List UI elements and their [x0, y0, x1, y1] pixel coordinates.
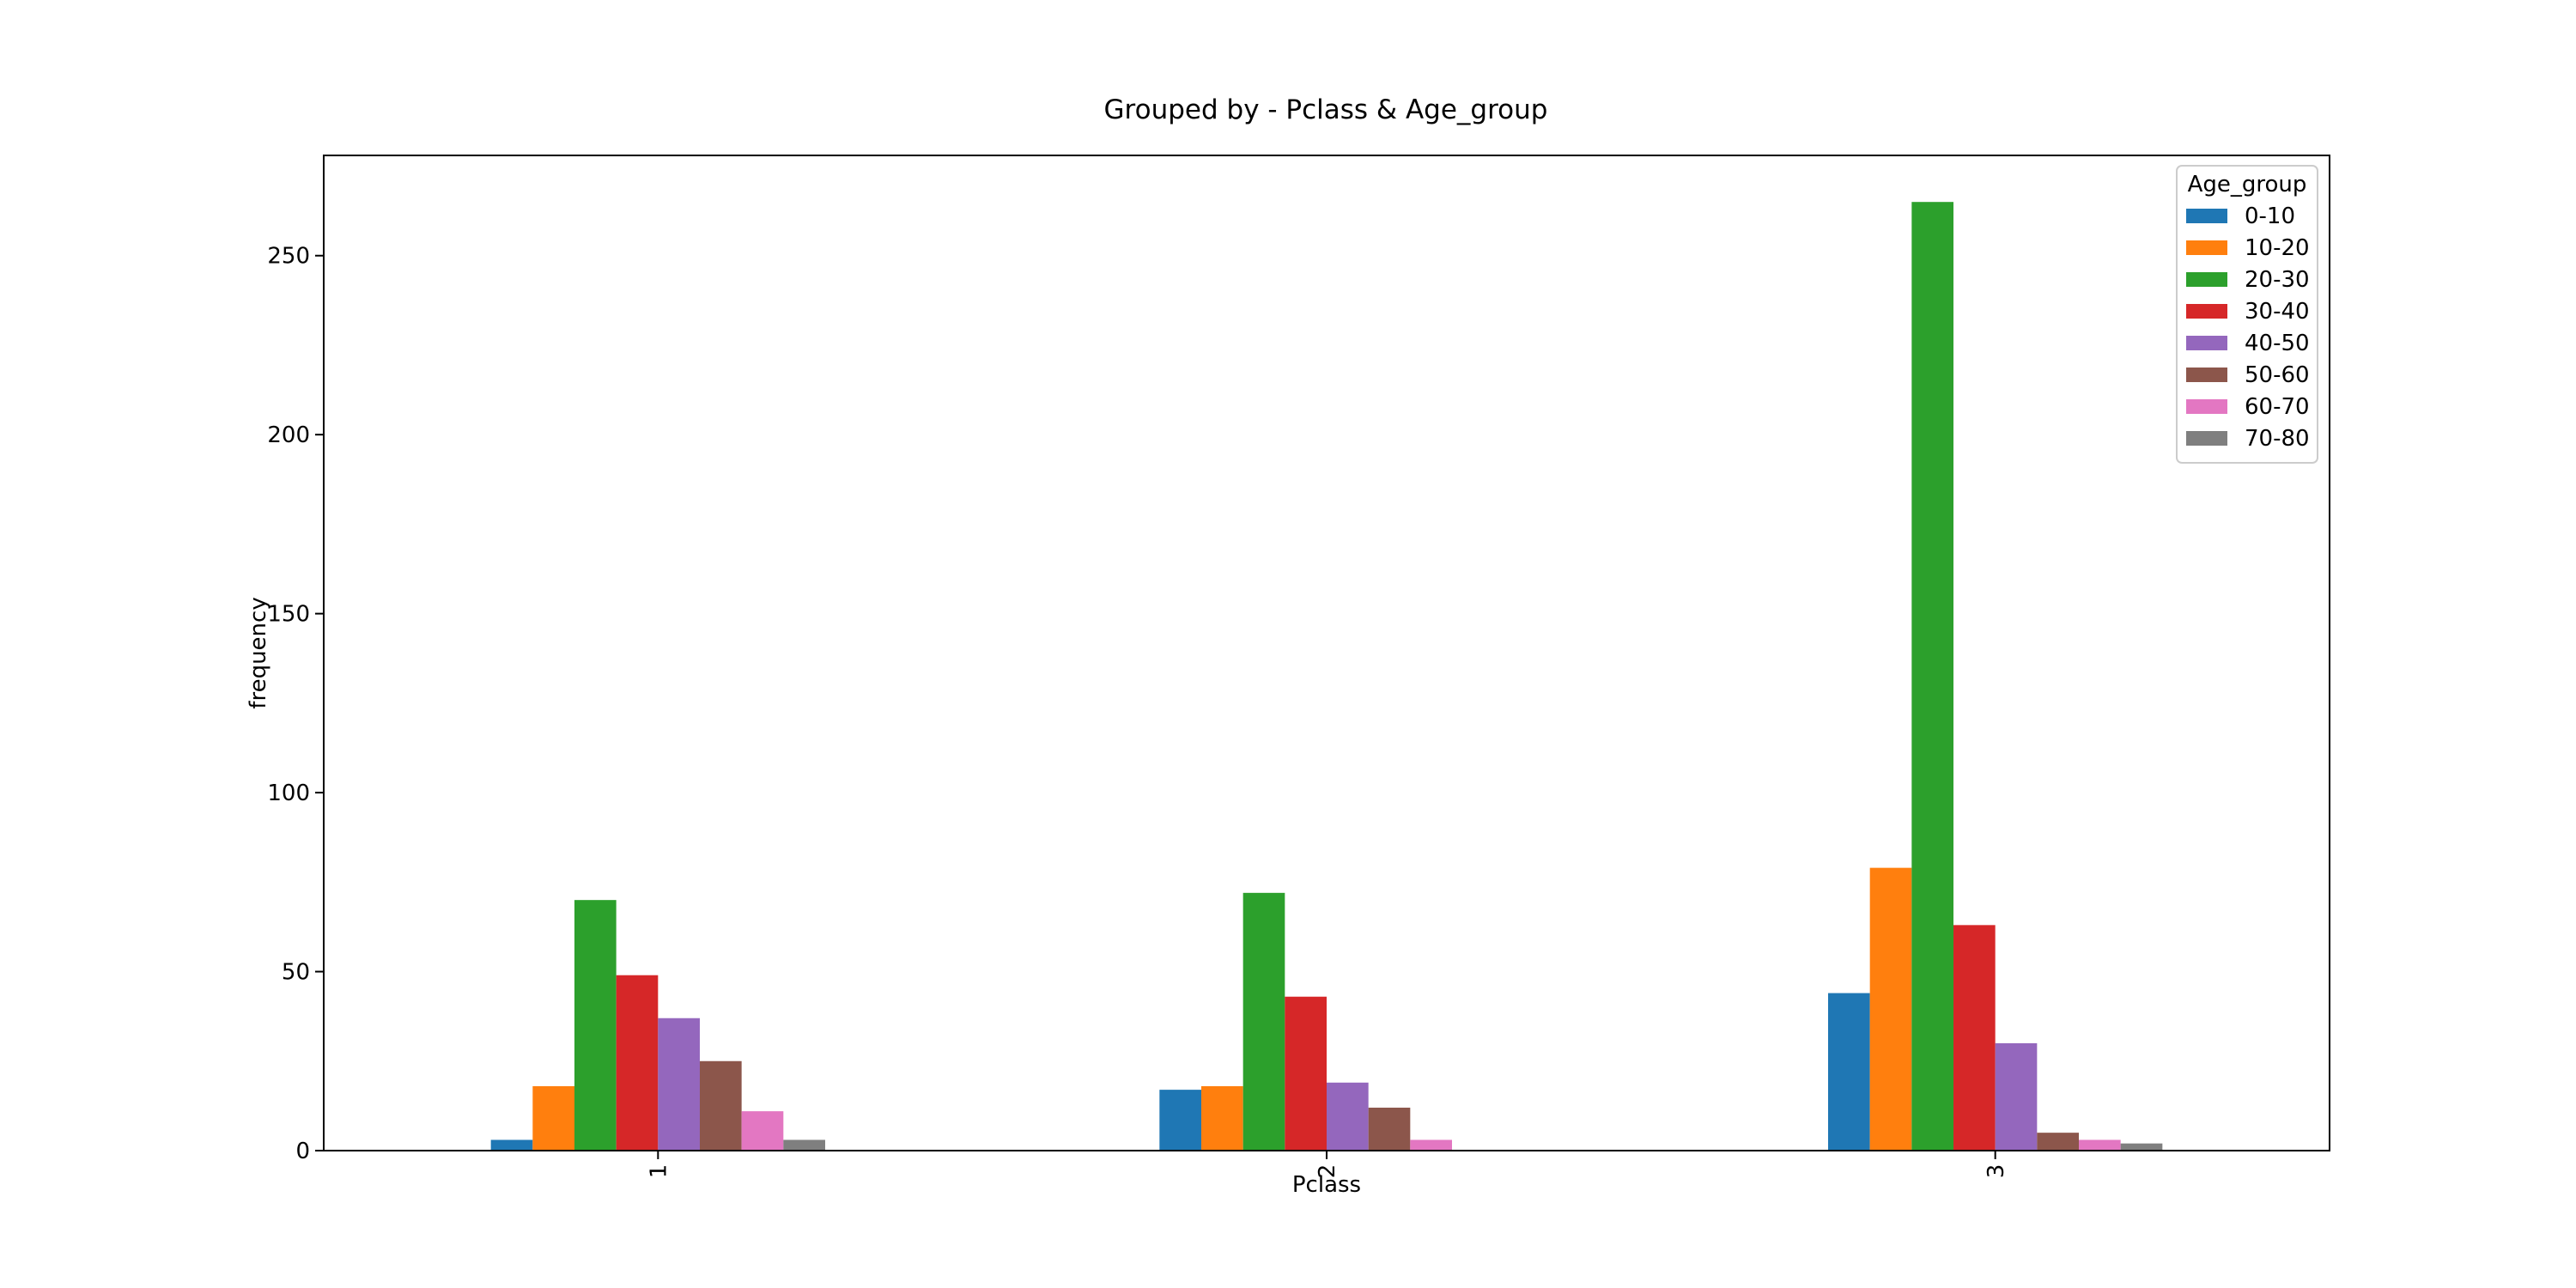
y-tick-label: 100 [267, 781, 310, 806]
legend-swatch-0-10 [2186, 209, 2227, 223]
x-axis: 1 2 3 [646, 1151, 2009, 1179]
bar-10-20-pclass-1 [532, 1085, 574, 1151]
bar-60-70-pclass-2 [1410, 1139, 1452, 1151]
legend: Age_group 0-10 10-20 20-30 30-40 40-50 50-60 60… [2176, 165, 2318, 464]
bar-0-10-pclass-3 [1828, 993, 1870, 1151]
bar-30-40-pclass-3 [1953, 925, 1996, 1151]
bar-10-20-pclass-2 [1201, 1085, 1243, 1151]
bar-50-60-pclass-1 [700, 1060, 742, 1151]
y-tick-label: 150 [267, 602, 310, 628]
bar-50-60-pclass-2 [1368, 1107, 1411, 1151]
bar-40-50-pclass-3 [1995, 1042, 2038, 1151]
legend-box [2176, 165, 2318, 464]
bar-10-20-pclass-3 [1869, 867, 1912, 1151]
x-tick-label: 1 [646, 1164, 671, 1179]
bar-0-10-pclass-1 [490, 1139, 533, 1151]
y-tick-label: 50 [282, 960, 310, 986]
y-axis-title: frequency [246, 597, 271, 708]
legend-swatch-10-20 [2186, 240, 2227, 255]
bar-60-70-pclass-3 [2079, 1139, 2121, 1151]
legend-title: Age_group [2188, 172, 2307, 197]
bar-60-70-pclass-1 [741, 1111, 784, 1151]
legend-swatch-60-70 [2186, 399, 2227, 414]
x-axis-title: Pclass [1292, 1172, 1361, 1198]
legend-label-10-20: 10-20 [2245, 235, 2310, 261]
y-tick-label: 250 [267, 244, 310, 270]
legend-label-40-50: 40-50 [2245, 331, 2310, 356]
legend-swatch-40-50 [2186, 336, 2227, 350]
legend-label-60-70: 60-70 [2245, 394, 2310, 420]
legend-swatch-20-30 [2186, 272, 2227, 287]
legend-label-70-80: 70-80 [2245, 426, 2310, 452]
legend-label-50-60: 50-60 [2245, 362, 2310, 388]
bar-0-10-pclass-2 [1159, 1090, 1201, 1151]
legend-label-30-40: 30-40 [2245, 299, 2310, 325]
y-tick-label: 200 [267, 422, 310, 448]
bar-40-50-pclass-1 [658, 1018, 700, 1151]
bar-20-30-pclass-1 [574, 900, 617, 1151]
bar-70-80-pclass-3 [2120, 1143, 2163, 1151]
bar-40-50-pclass-2 [1327, 1082, 1369, 1151]
chart-title: Grouped by - Pclass & Age_group [1104, 94, 1548, 125]
legend-swatch-50-60 [2186, 368, 2227, 382]
bars-layer [490, 202, 2163, 1151]
y-tick-label: 0 [295, 1139, 310, 1164]
legend-label-0-10: 0-10 [2245, 204, 2295, 229]
bar-30-40-pclass-2 [1285, 996, 1327, 1151]
legend-swatch-30-40 [2186, 304, 2227, 319]
x-tick-label: 3 [1984, 1164, 2009, 1179]
bar-30-40-pclass-1 [616, 975, 659, 1151]
y-axis: 0 50 100 150 200 250 [267, 244, 324, 1164]
x-tick-label: 2 [1315, 1164, 1340, 1179]
legend-label-20-30: 20-30 [2245, 267, 2310, 293]
bar-20-30-pclass-3 [1911, 202, 1953, 1151]
bar-20-30-pclass-2 [1242, 892, 1285, 1151]
bar-70-80-pclass-1 [783, 1139, 825, 1151]
legend-swatch-70-80 [2186, 431, 2227, 446]
bar-50-60-pclass-3 [2037, 1133, 2079, 1151]
